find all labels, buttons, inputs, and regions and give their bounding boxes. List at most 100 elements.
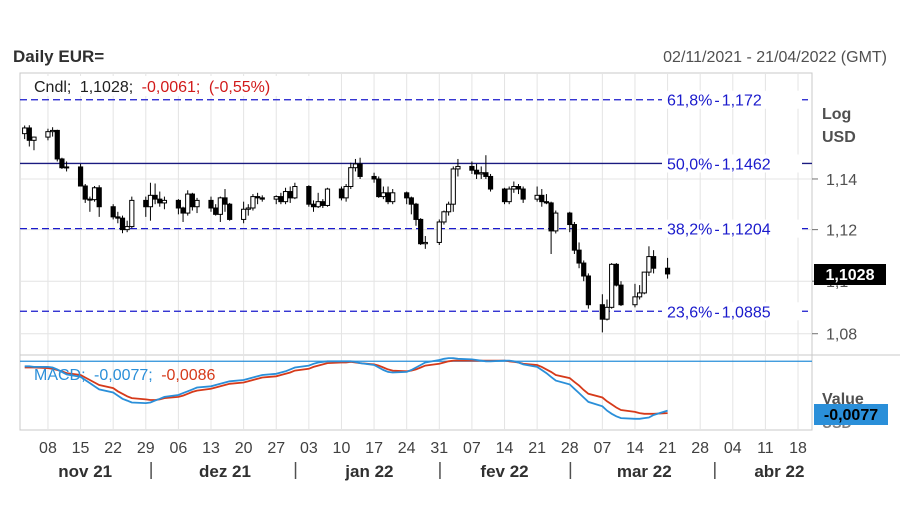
macd-lines [20, 357, 812, 420]
candle-body-up [450, 168, 456, 205]
candle [455, 158, 461, 177]
candle [194, 197, 200, 214]
candle-body-up [436, 221, 442, 243]
price-tick-label: 1,08 [826, 327, 857, 344]
candle-body-up [241, 208, 247, 220]
candle [338, 186, 345, 201]
macd-last-badge [814, 404, 888, 425]
candle-body-up [31, 136, 37, 141]
candle [357, 157, 363, 179]
candle [259, 195, 265, 202]
candle-body-up [446, 203, 452, 213]
candle [82, 183, 88, 203]
price-tick-label: 1,12 [826, 223, 857, 240]
candle [506, 186, 512, 205]
candle [324, 187, 331, 207]
candle [292, 182, 298, 200]
candle [637, 285, 643, 300]
candle [306, 185, 312, 207]
candle-body-down [26, 127, 32, 141]
candle-body-up [637, 292, 643, 298]
candle [618, 281, 624, 307]
candle [501, 187, 508, 205]
candle-body-up [292, 186, 298, 199]
candle-body-down [208, 199, 214, 209]
candle [115, 211, 121, 224]
candle-body-up [50, 129, 56, 133]
scale-log-label: Log [822, 106, 851, 123]
candle [487, 173, 494, 192]
candle-body-down [618, 284, 624, 306]
candle [175, 199, 182, 215]
candle [473, 163, 480, 179]
candle-body-down [306, 186, 312, 205]
candle-body-down [408, 197, 414, 205]
candle-body-down [54, 129, 60, 160]
fib-level-label: 50,0% -1,1462 [667, 156, 771, 173]
day-tick-label: 22 [104, 440, 122, 457]
candle-body-up [124, 226, 130, 231]
candle [469, 161, 475, 174]
day-tick-label: 21 [528, 440, 546, 457]
candle [63, 161, 70, 172]
candle [515, 183, 522, 195]
candle-body-up [511, 186, 517, 190]
candle [26, 125, 32, 147]
candle-body-down [487, 175, 494, 190]
day-tick-label: 17 [365, 440, 383, 457]
candle [450, 166, 456, 212]
month-label: jan 22 [344, 462, 393, 481]
candle-body-up [282, 191, 289, 203]
candle-body-down [543, 201, 550, 204]
price-axis-labels: 1,081,11,121,14 [812, 172, 857, 344]
candle-body-up [348, 167, 354, 188]
candle-body-up [455, 165, 461, 170]
candle-body-down [227, 203, 233, 220]
candle [390, 189, 396, 205]
candle-body-up [506, 188, 512, 203]
signal-line [24, 359, 668, 415]
candle-body-down [571, 224, 577, 251]
candle-body-down [87, 198, 93, 201]
candle [161, 196, 168, 210]
fib-level-label: 38,2% -1,1204 [667, 222, 771, 239]
day-tick-label: 15 [72, 440, 90, 457]
month-label: nov 21 [58, 462, 112, 481]
candle-body-down [82, 185, 88, 200]
candle [77, 163, 84, 187]
candle-body-down [222, 197, 228, 205]
svg-text:Cndl; 1,1028; -0,0: Cndl; 1,1028; -0,0061; (-0,55%) [34, 79, 270, 96]
candle [567, 211, 573, 233]
last-price-badge [814, 264, 886, 285]
candle-body-up [22, 127, 28, 135]
candle-body-down [515, 186, 522, 190]
candle-body-down [213, 207, 219, 215]
day-tick-label: 31 [430, 440, 448, 457]
candle [152, 183, 158, 205]
candle-body-up [553, 212, 559, 232]
month-label: fev 22 [480, 462, 528, 481]
day-tick-label: 07 [593, 440, 611, 457]
candle-body-down [413, 203, 419, 220]
candle [31, 136, 37, 151]
candle-body-down [96, 187, 102, 208]
candle [227, 202, 233, 221]
candle-body-up [129, 199, 135, 228]
candle [404, 191, 410, 205]
candle-body-up [217, 197, 223, 215]
candle-body-up [380, 192, 386, 198]
price-legend: Cndl; 1,1028; -0,0061; (-0,55%) [22, 76, 310, 96]
candle-body-up [422, 241, 428, 245]
candle [581, 260, 587, 282]
candle-body-up [390, 192, 396, 203]
candle-body-down [310, 203, 317, 208]
candle [217, 196, 223, 222]
candle [348, 162, 354, 190]
day-tick-label: 11 [757, 440, 774, 457]
candle-body-down [143, 199, 149, 208]
candle [119, 215, 126, 234]
candle-body-up [441, 211, 447, 223]
day-tick-label: 06 [170, 440, 188, 457]
candle-body-up [250, 196, 256, 209]
